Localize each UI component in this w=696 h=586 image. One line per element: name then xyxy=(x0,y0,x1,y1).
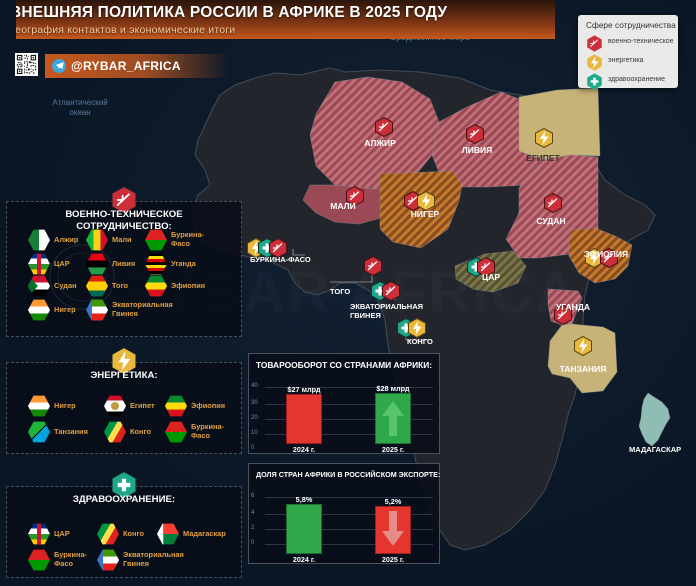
svg-text:УГАНДА: УГАНДА xyxy=(556,302,590,312)
svg-text:НИГЕР: НИГЕР xyxy=(411,209,440,219)
svg-text:океан: океан xyxy=(69,108,90,117)
svg-text:ЕГИПЕТ: ЕГИПЕТ xyxy=(526,153,560,163)
svg-text:ГВИНЕЯ: ГВИНЕЯ xyxy=(350,311,381,320)
svg-text:ТОГО: ТОГО xyxy=(330,287,350,296)
svg-text:МАДАГАСКАР: МАДАГАСКАР xyxy=(629,445,681,454)
svg-text:БУРКИНА-ФАСО: БУРКИНА-ФАСО xyxy=(250,255,311,264)
svg-text:МАЛИ: МАЛИ xyxy=(330,201,355,211)
svg-text:СУДАН: СУДАН xyxy=(536,216,565,226)
svg-text:КОНГО: КОНГО xyxy=(407,337,433,346)
svg-text:Атлантический: Атлантический xyxy=(52,98,107,107)
svg-text:АЛЖИР: АЛЖИР xyxy=(364,138,396,148)
svg-text:ТАНЗАНИЯ: ТАНЗАНИЯ xyxy=(560,364,607,374)
svg-text:ЦАР: ЦАР xyxy=(482,272,500,282)
svg-text:ЛИВИЯ: ЛИВИЯ xyxy=(462,145,492,155)
svg-text:ЭФИОПИЯ: ЭФИОПИЯ xyxy=(584,249,628,259)
svg-text:ЭКВАТОРИАЛЬНАЯ: ЭКВАТОРИАЛЬНАЯ xyxy=(350,302,423,311)
